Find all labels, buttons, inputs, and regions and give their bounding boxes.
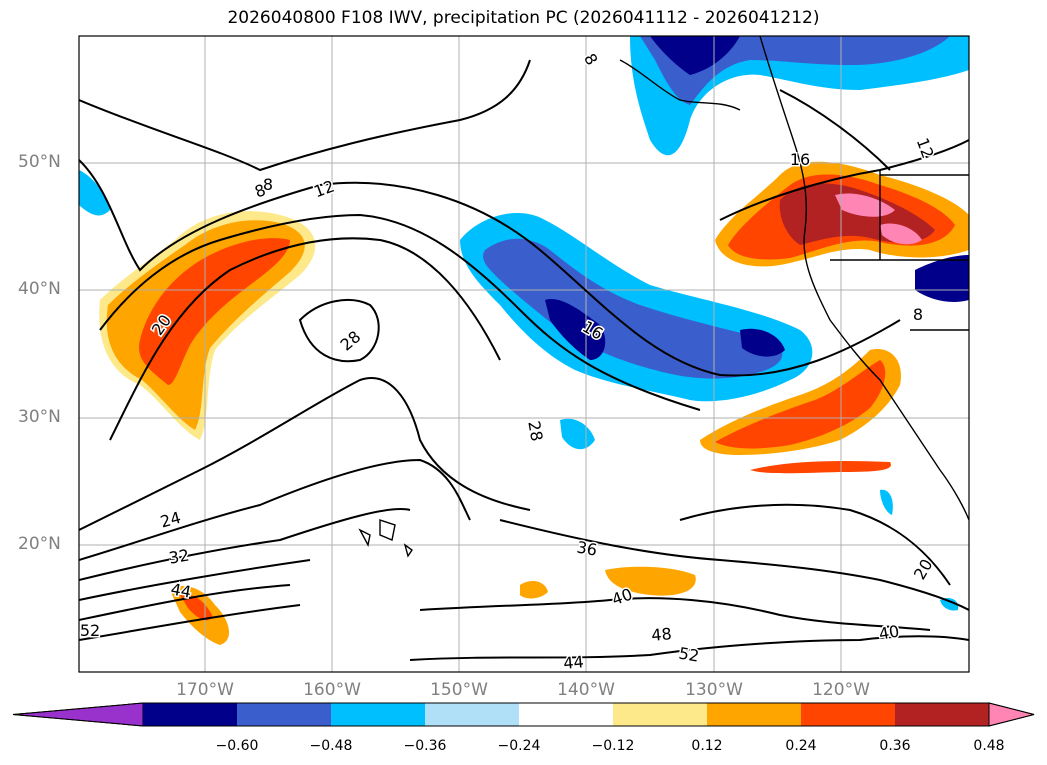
lat-label-30n: 30°N — [18, 407, 61, 427]
contour-label: 8 — [263, 175, 273, 194]
colorbar-box — [801, 703, 895, 726]
lon-label-150w: 150°W — [430, 680, 488, 700]
contour-label: 12 — [913, 135, 938, 161]
colorbar-box — [425, 703, 519, 726]
contour-label: 32 — [167, 545, 190, 567]
map-frame — [78, 35, 970, 673]
contour-label: 44 — [563, 652, 585, 673]
lat-label-50n: 50°N — [18, 152, 61, 172]
colorbar-box — [237, 703, 331, 726]
coastlines — [358, 36, 969, 558]
colorbar-box — [143, 703, 237, 726]
colorbar-tick-label: 0.36 — [879, 738, 911, 754]
colorbar-box — [331, 703, 425, 726]
colorbar-tick-label: 0.12 — [691, 738, 723, 754]
contour-label: 48 — [651, 624, 673, 645]
contour-label: 8 — [913, 305, 923, 324]
colorbar-box — [707, 703, 801, 726]
contour-label: 28 — [524, 419, 546, 442]
contour-label: 44 — [169, 579, 192, 601]
colorbar-box — [613, 703, 707, 726]
lat-label-40n: 40°N — [18, 279, 61, 299]
lon-label-160w: 160°W — [303, 680, 361, 700]
contour-label: 52 — [80, 621, 100, 640]
colorbar — [12, 702, 1035, 727]
colorbar-tick-label: −0.12 — [591, 738, 635, 754]
colorbar-extend-left — [12, 702, 144, 727]
colorbar-tick-label: −0.24 — [497, 738, 541, 754]
map-title: 2026040800 F108 IWV, precipitation PC (2… — [227, 8, 820, 28]
shading-layer — [79, 36, 969, 645]
lon-label-140w: 140°W — [557, 680, 615, 700]
contour-label: 8 — [580, 50, 602, 68]
contour-label: 40 — [877, 621, 900, 643]
contour-label: 52 — [677, 643, 700, 665]
colorbar-box — [519, 703, 613, 726]
colorbar-extend-right — [988, 702, 1035, 727]
contour-label: 16 — [790, 150, 810, 169]
lon-label-120w: 120°W — [812, 680, 870, 700]
colorbar-tick-label: −0.48 — [309, 738, 353, 754]
lon-label-170w: 170°W — [176, 680, 234, 700]
colorbar-outline — [12, 702, 1035, 727]
contour-label: 36 — [575, 537, 598, 559]
iwv-contours — [79, 59, 969, 661]
contour-label: 28 — [337, 327, 365, 355]
gridlines — [79, 36, 969, 672]
colorbar-tick-label: 0.24 — [785, 738, 817, 754]
lon-label-130w: 130°W — [685, 680, 743, 700]
colorbar-tick-label: 0.48 — [973, 738, 1005, 754]
contour-label: 12 — [311, 176, 337, 201]
lat-label-20n: 20°N — [18, 534, 61, 554]
contour-label: 20 — [910, 556, 937, 583]
colorbar-tick-label: −0.36 — [403, 738, 447, 754]
colorbar-box — [895, 703, 989, 726]
colorbar-tick-label: −0.60 — [215, 738, 259, 754]
